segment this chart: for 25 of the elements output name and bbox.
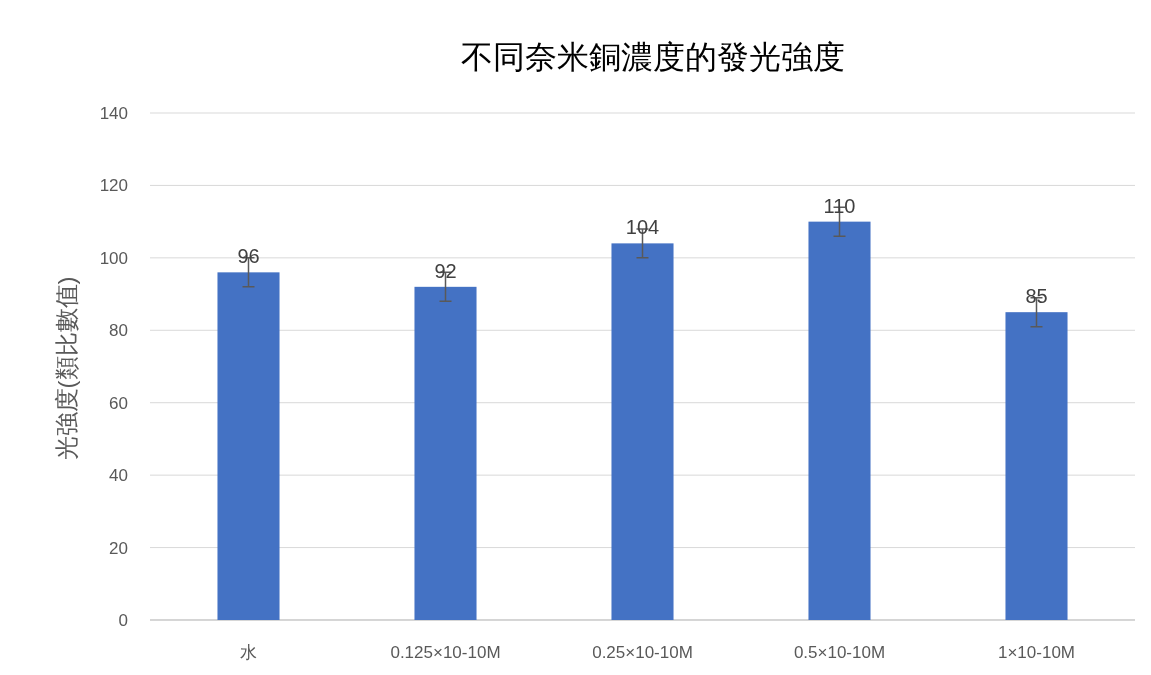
y-tick-label: 40 <box>109 466 128 486</box>
y-axis-title: 光強度(類比數值) <box>53 276 80 461</box>
data-label: 110 <box>823 194 856 217</box>
bar <box>611 243 674 620</box>
y-tick-label: 100 <box>99 248 128 268</box>
chart-title: 不同奈米銅濃度的發光強度 <box>460 39 845 75</box>
y-tick-label: 140 <box>99 104 128 123</box>
x-tick-label: 0.125×10-10M <box>390 643 501 662</box>
y-tick-label: 120 <box>99 176 128 196</box>
x-tick-label: 水 <box>240 643 257 662</box>
data-label: 96 <box>237 245 260 268</box>
bar <box>414 286 477 620</box>
data-label: 85 <box>1025 285 1048 308</box>
y-tick-label: 20 <box>109 538 128 558</box>
y-tick-label: 80 <box>109 321 128 341</box>
y-tick-label: 0 <box>118 611 128 630</box>
data-label: 104 <box>625 216 660 239</box>
x-tick-label: 0.5×10-10M <box>793 643 886 662</box>
bar <box>1005 312 1068 620</box>
x-tick-label: 0.25×10-10M <box>592 643 693 662</box>
y-tick-label: 60 <box>109 393 128 413</box>
data-label: 92 <box>434 259 457 282</box>
x-tick-label: 1×10-10M <box>997 643 1076 662</box>
bar <box>217 272 280 620</box>
bar <box>808 221 871 620</box>
